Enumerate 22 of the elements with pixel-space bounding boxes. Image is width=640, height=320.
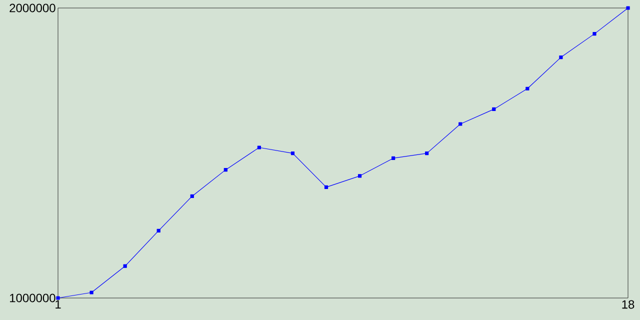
point [156,228,160,233]
point [626,6,630,10]
point [257,146,261,150]
point [492,107,496,112]
x-tick-label: 1 [56,300,61,308]
point [392,156,396,160]
y-tick-label: 2000000 [10,4,56,12]
point [324,185,328,190]
y-tick-label: 1000000 [10,294,56,302]
point [290,151,295,156]
x-tick-label: 18 [622,300,634,309]
point [358,174,362,178]
point [190,194,194,198]
point [425,151,429,156]
point [592,32,596,36]
point [56,296,60,300]
point [458,122,462,126]
point [123,264,127,268]
point [224,168,228,172]
point [526,86,530,90]
point [559,55,563,60]
point [90,290,94,294]
